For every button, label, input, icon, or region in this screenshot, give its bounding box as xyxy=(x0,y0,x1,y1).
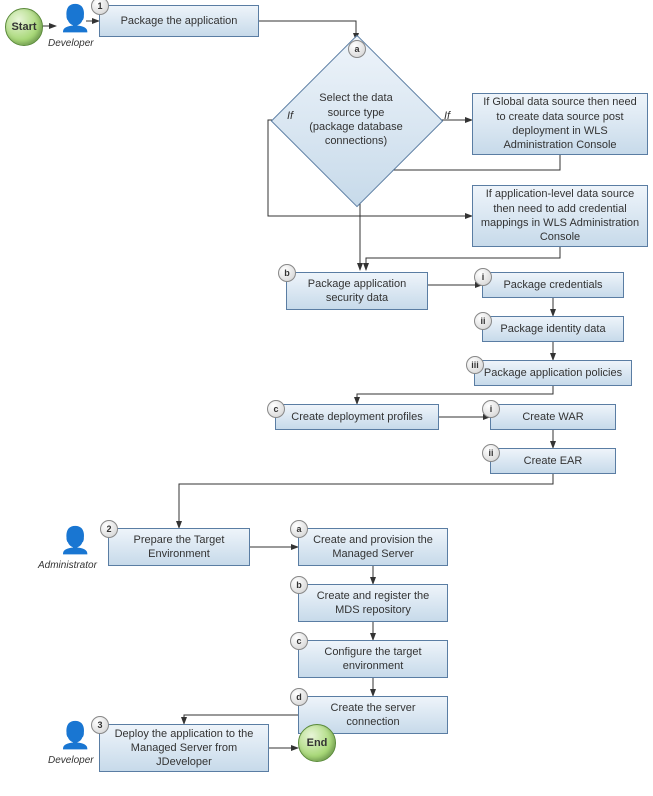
administrator-actor: 👤 xyxy=(59,527,91,553)
ear-box: Create EAR xyxy=(490,448,616,474)
badge-a: a xyxy=(348,40,366,58)
developer-label-1: Developer xyxy=(48,38,94,49)
badge-2: 2 xyxy=(100,520,118,538)
developer-label-2: Developer xyxy=(48,755,94,766)
badge-c-profiles: c xyxy=(267,400,285,418)
global-datasource-box: If Global data source then need to creat… xyxy=(472,93,648,155)
if-label-left: If xyxy=(287,110,293,122)
deploy-application-box: Deploy the application to the Managed Se… xyxy=(99,724,269,772)
configure-env-box: Configure the target environment xyxy=(298,640,448,678)
package-application-text: Package the application xyxy=(121,14,238,28)
prepare-target-box: Prepare the Target Environment xyxy=(108,528,250,566)
deployment-profiles-box: Create deployment profiles xyxy=(275,404,439,430)
developer-actor-2: 👤 xyxy=(59,722,91,748)
badge-c-configure: c xyxy=(290,632,308,650)
select-datasource-text: Select the data source type (package dat… xyxy=(306,70,406,170)
start-label: Start xyxy=(11,21,36,33)
war-box: Create WAR xyxy=(490,404,616,430)
end-node: End xyxy=(298,724,336,762)
developer-actor-1: 👤 xyxy=(59,5,91,31)
mds-repository-box: Create and register the MDS repository xyxy=(298,584,448,622)
badge-iii-policies: iii xyxy=(466,356,484,374)
credentials-box: Package credentials xyxy=(482,272,624,298)
end-label: End xyxy=(307,737,328,749)
start-node: Start xyxy=(5,8,43,46)
applevel-datasource-box: If application-level data source then ne… xyxy=(472,185,648,247)
security-data-box: Package application security data xyxy=(286,272,428,310)
badge-b-mds: b xyxy=(290,576,308,594)
policies-box: Package application policies xyxy=(474,360,632,386)
badge-ii-ident: ii xyxy=(474,312,492,330)
package-application-box: Package the application xyxy=(99,5,259,37)
flowchart-diagram: Start 👤 Developer 1 Package the applicat… xyxy=(0,0,653,796)
if-label-right: If xyxy=(444,110,450,122)
identity-box: Package identity data xyxy=(482,316,624,342)
badge-i-cred: i xyxy=(474,268,492,286)
badge-i-war: i xyxy=(482,400,500,418)
administrator-label: Administrator xyxy=(38,560,97,571)
badge-a-provision: a xyxy=(290,520,308,538)
badge-3: 3 xyxy=(91,716,109,734)
provision-box: Create and provision the Managed Server xyxy=(298,528,448,566)
badge-ii-ear: ii xyxy=(482,444,500,462)
badge-b: b xyxy=(278,264,296,282)
badge-d-serverconn: d xyxy=(290,688,308,706)
